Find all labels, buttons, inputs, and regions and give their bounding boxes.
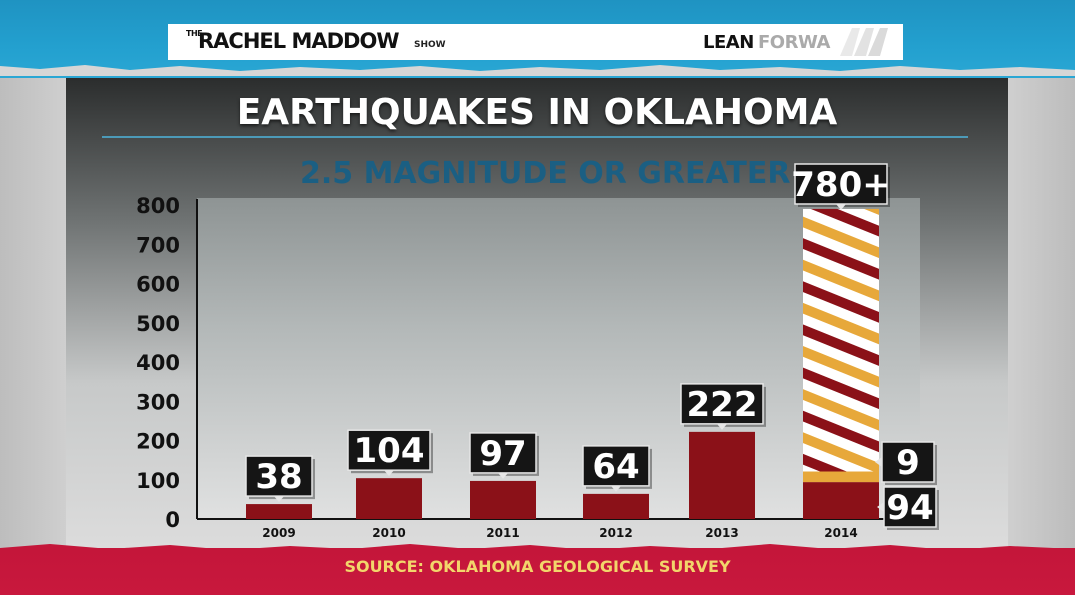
data-label-2009-pointer [274,496,284,503]
data-label-2013-background [680,383,764,425]
x-tick-label: 2014 [824,526,857,540]
data-label-2014-recorded-pointer [877,502,884,512]
data-label-2010-pointer [384,470,394,477]
y-tick-label: 400 [136,351,180,375]
y-tick-label: 200 [136,430,180,454]
y-tick-label: 100 [136,469,180,493]
bar-2009 [246,504,312,519]
data-label-2014-additional-pointer [875,457,882,467]
data-label-2014-total-pointer [836,204,846,210]
top-torn-edge [0,65,1075,76]
show-logo-prefix: THE [186,29,203,38]
data-label-2014-additional-box: 9 [875,441,937,485]
show-logo-title: RACHEL MADDOW [198,29,399,53]
data-label-2011-box: 97 [469,432,539,479]
y-tick-label: 800 [136,194,180,218]
source-note: SOURCE: OKLAHOMA GEOLOGICAL SURVEY [344,557,731,576]
bar-2014-projected [803,208,879,472]
data-label-2013-pointer [717,423,727,430]
data-label-2014-total: 780+ [791,165,890,205]
y-tick-label: 700 [136,233,180,257]
data-label-2010-box: 104 [347,429,433,477]
bar-2014-recorded [803,482,879,519]
data-label-2009: 38 [255,457,302,497]
bar-2013 [689,431,755,519]
x-tick-label: 2011 [486,526,519,540]
plot-area [197,198,920,520]
chart-subtitle: 2.5 MAGNITUDE OR GREATER [300,156,791,191]
data-label-2012-background [582,445,650,487]
data-label-2010-background [347,429,431,471]
show-header-bar [168,24,903,60]
chart-title: EARTHQUAKES IN OKLAHOMA [236,92,838,133]
data-label-2014-additional: 9 [896,443,920,483]
x-tick-label: 2010 [372,526,405,540]
x-tick-label: 2012 [599,526,632,540]
right-side-panel [1008,78,1075,548]
data-label-2012-box: 64 [582,445,652,492]
title-divider [102,136,968,138]
data-label-2013-box: 222 [680,383,766,430]
data-label-2013: 222 [687,385,758,425]
bar-2011 [470,480,536,519]
data-label-2011-background [469,432,537,474]
data-label-2014-total-box: 780+ [791,163,891,210]
bar-2010 [356,478,422,519]
data-label-2014-total-background [794,163,888,205]
data-label-2011-pointer [498,472,508,479]
tagline-forward: FORWA [758,32,830,53]
y-tick-label: 300 [136,390,180,414]
bar-2014-additional [803,471,879,483]
data-label-2009-box: 38 [245,455,315,503]
y-tick-label: 600 [136,273,180,297]
bar-2012 [583,493,649,519]
x-tick-label: 2013 [705,526,738,540]
data-label-2010: 104 [354,431,425,471]
msnbc-forward-logo-icon [840,28,888,56]
y-tick-label: 0 [165,508,180,532]
tagline-lean: LEAN [703,32,754,53]
x-tick-label: 2009 [262,526,295,540]
data-label-2014-recorded-background [883,486,937,528]
data-label-2012-pointer [611,485,621,492]
show-logo-suffix: SHOW [414,40,446,50]
data-label-2012: 64 [592,447,639,487]
data-label-2014-recorded-box: 94 [877,486,939,530]
bottom-color-band [0,548,1075,595]
data-label-2014-recorded: 94 [886,488,933,528]
y-tick-label: 500 [136,312,180,336]
left-side-panel [0,78,66,548]
data-label-2011: 97 [479,434,526,474]
